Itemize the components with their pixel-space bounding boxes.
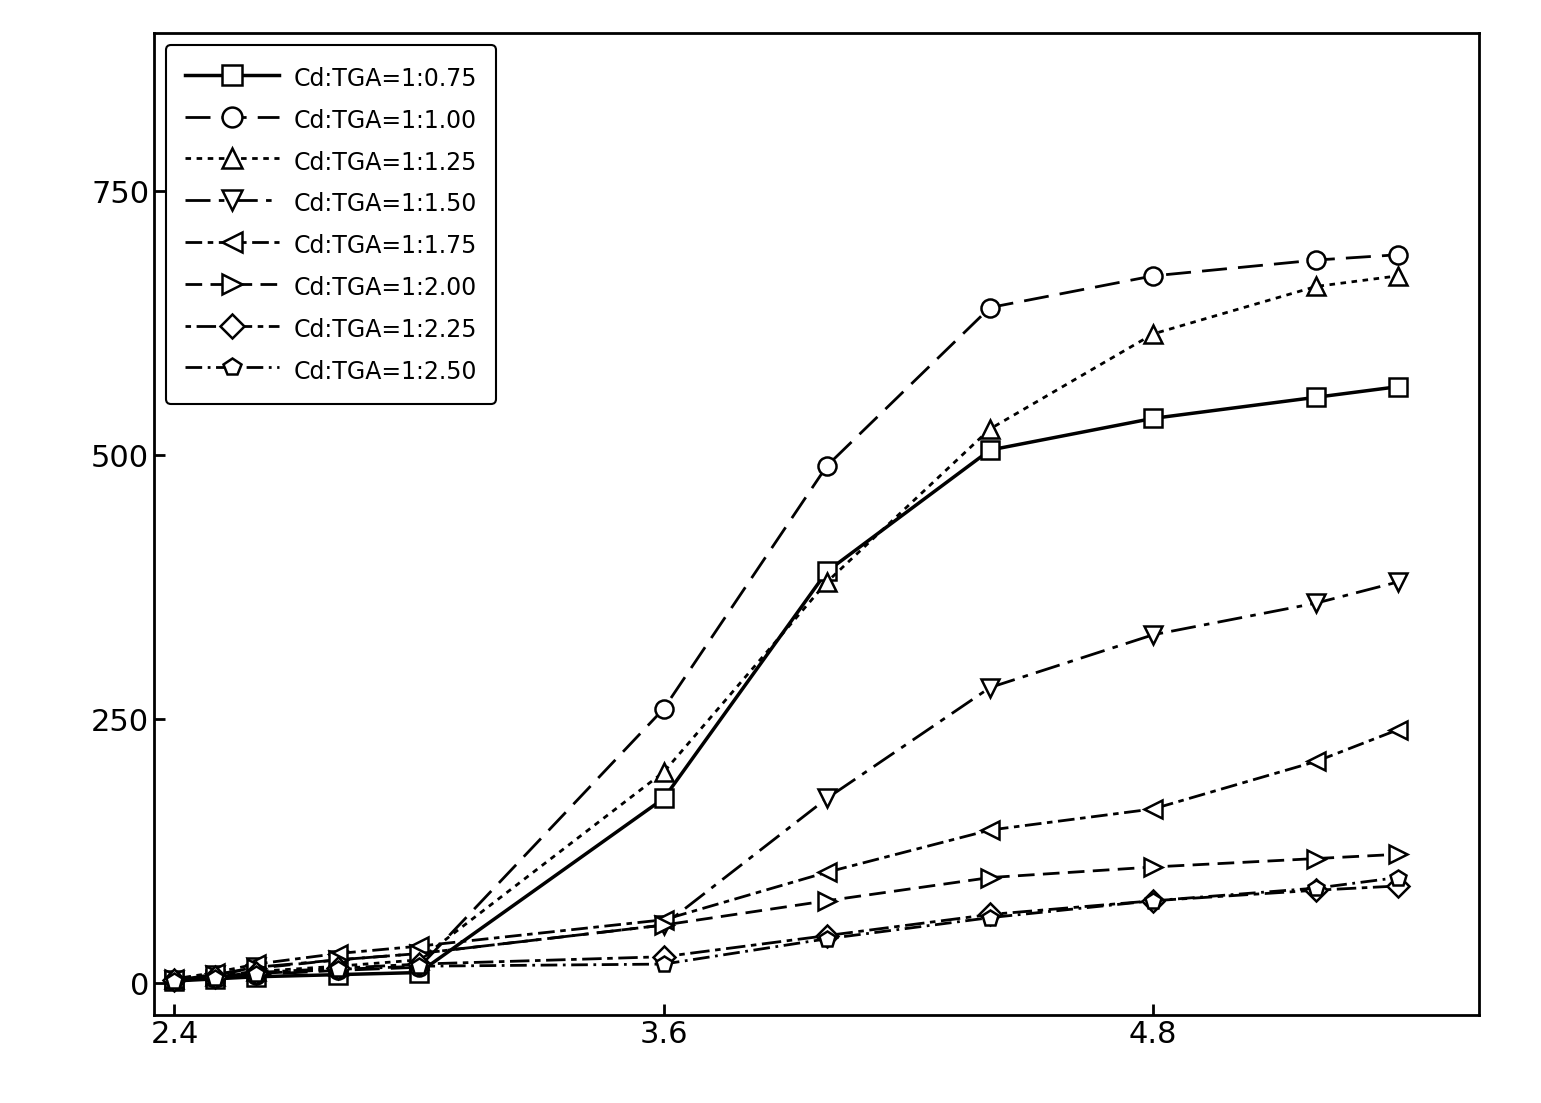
Cd:TGA=1:1.50	[1307, 597, 1325, 610]
Cd:TGA=1:1.25	[206, 970, 225, 983]
Cd:TGA=1:1.25	[980, 422, 999, 436]
Cd:TGA=1:1.25	[410, 953, 428, 966]
Cd:TGA=1:2.50	[165, 974, 183, 987]
Cd:TGA=1:2.50	[247, 967, 265, 981]
Cd:TGA=1:1.00	[980, 301, 999, 314]
Cd:TGA=1:0.75	[328, 968, 347, 982]
Cd:TGA=1:1.50	[655, 919, 673, 932]
Line: Cd:TGA=1:1.50: Cd:TGA=1:1.50	[165, 572, 1407, 989]
Cd:TGA=1:2.50	[980, 911, 999, 924]
Cd:TGA=1:0.75	[655, 792, 673, 805]
Cd:TGA=1:2.50	[328, 963, 347, 976]
Cd:TGA=1:1.00	[1307, 254, 1325, 267]
Cd:TGA=1:2.25	[655, 950, 673, 963]
Cd:TGA=1:2.00	[980, 871, 999, 885]
Line: Cd:TGA=1:1.25: Cd:TGA=1:1.25	[165, 267, 1407, 988]
Cd:TGA=1:2.25	[818, 929, 837, 942]
Cd:TGA=1:1.00	[247, 968, 265, 982]
Cd:TGA=1:2.25	[165, 973, 183, 986]
Cd:TGA=1:2.25	[1143, 895, 1162, 908]
Cd:TGA=1:2.25	[328, 962, 347, 975]
Cd:TGA=1:0.75	[410, 966, 428, 979]
Cd:TGA=1:2.00	[1307, 852, 1325, 865]
Cd:TGA=1:2.00	[818, 895, 837, 908]
Cd:TGA=1:2.25	[980, 908, 999, 921]
Cd:TGA=1:1.00	[1388, 248, 1407, 261]
Cd:TGA=1:2.00	[247, 962, 265, 975]
Cd:TGA=1:2.25	[410, 957, 428, 971]
Cd:TGA=1:2.50	[206, 972, 225, 985]
Cd:TGA=1:0.75	[1307, 390, 1325, 404]
Cd:TGA=1:1.50	[410, 946, 428, 960]
Cd:TGA=1:1.75	[247, 957, 265, 971]
Cd:TGA=1:1.25	[1143, 328, 1162, 341]
Line: Cd:TGA=1:0.75: Cd:TGA=1:0.75	[165, 377, 1407, 990]
Cd:TGA=1:1.50	[206, 968, 225, 982]
Cd:TGA=1:1.00	[818, 459, 837, 472]
Cd:TGA=1:2.50	[1143, 895, 1162, 908]
Cd:TGA=1:2.00	[655, 919, 673, 932]
Cd:TGA=1:1.25	[247, 965, 265, 978]
Cd:TGA=1:0.75	[165, 974, 183, 987]
Cd:TGA=1:2.00	[165, 972, 183, 985]
Cd:TGA=1:1.25	[655, 765, 673, 779]
Cd:TGA=1:2.25	[206, 971, 225, 984]
Cd:TGA=1:1.75	[206, 966, 225, 979]
Cd:TGA=1:1.75	[1388, 724, 1407, 737]
Cd:TGA=1:1.75	[818, 866, 837, 879]
Cd:TGA=1:1.25	[328, 960, 347, 973]
Cd:TGA=1:2.25	[247, 966, 265, 979]
Cd:TGA=1:1.00	[328, 964, 347, 977]
Cd:TGA=1:1.50	[818, 792, 837, 805]
Cd:TGA=1:2.50	[818, 932, 837, 945]
Cd:TGA=1:1.25	[1388, 269, 1407, 282]
Cd:TGA=1:2.50	[1388, 871, 1407, 885]
Cd:TGA=1:1.00	[206, 972, 225, 985]
Cd:TGA=1:1.75	[1307, 754, 1325, 768]
Legend: Cd:TGA=1:0.75, Cd:TGA=1:1.00, Cd:TGA=1:1.25, Cd:TGA=1:1.50, Cd:TGA=1:1.75, Cd:TG: Cd:TGA=1:0.75, Cd:TGA=1:1.00, Cd:TGA=1:1…	[166, 45, 496, 404]
Cd:TGA=1:1.50	[165, 973, 183, 986]
Cd:TGA=1:2.50	[655, 957, 673, 971]
Line: Cd:TGA=1:2.25: Cd:TGA=1:2.25	[166, 878, 1405, 987]
Cd:TGA=1:1.75	[328, 946, 347, 960]
Cd:TGA=1:1.50	[1388, 576, 1407, 589]
Cd:TGA=1:2.25	[1388, 879, 1407, 892]
Line: Cd:TGA=1:2.50: Cd:TGA=1:2.50	[166, 869, 1405, 989]
Cd:TGA=1:0.75	[818, 565, 837, 578]
Cd:TGA=1:1.75	[410, 940, 428, 953]
Cd:TGA=1:1.25	[1307, 280, 1325, 293]
Cd:TGA=1:0.75	[1143, 411, 1162, 425]
Cd:TGA=1:2.00	[410, 946, 428, 960]
Cd:TGA=1:2.50	[410, 960, 428, 973]
Cd:TGA=1:0.75	[206, 972, 225, 985]
Cd:TGA=1:2.00	[1143, 860, 1162, 874]
Line: Cd:TGA=1:2.00: Cd:TGA=1:2.00	[165, 845, 1407, 988]
Cd:TGA=1:0.75	[1388, 381, 1407, 394]
Cd:TGA=1:2.00	[1388, 848, 1407, 861]
Cd:TGA=1:1.50	[247, 961, 265, 974]
Cd:TGA=1:2.00	[328, 953, 347, 966]
Cd:TGA=1:1.00	[410, 961, 428, 974]
Cd:TGA=1:1.75	[1143, 802, 1162, 815]
Cd:TGA=1:1.50	[1143, 628, 1162, 641]
Cd:TGA=1:1.75	[980, 824, 999, 837]
Cd:TGA=1:0.75	[247, 971, 265, 984]
Cd:TGA=1:1.75	[165, 972, 183, 985]
Cd:TGA=1:2.50	[1307, 881, 1325, 895]
Cd:TGA=1:1.50	[980, 681, 999, 694]
Cd:TGA=1:1.50	[328, 953, 347, 966]
Cd:TGA=1:1.00	[655, 702, 673, 715]
Cd:TGA=1:1.25	[818, 576, 837, 589]
Cd:TGA=1:0.75	[980, 443, 999, 457]
Cd:TGA=1:2.25	[1307, 884, 1325, 897]
Cd:TGA=1:1.25	[165, 972, 183, 985]
Line: Cd:TGA=1:1.00: Cd:TGA=1:1.00	[165, 246, 1407, 989]
Cd:TGA=1:1.00	[1143, 269, 1162, 282]
Cd:TGA=1:2.00	[206, 968, 225, 982]
Cd:TGA=1:1.00	[165, 973, 183, 986]
Cd:TGA=1:1.75	[655, 913, 673, 927]
Line: Cd:TGA=1:1.75: Cd:TGA=1:1.75	[165, 720, 1407, 988]
